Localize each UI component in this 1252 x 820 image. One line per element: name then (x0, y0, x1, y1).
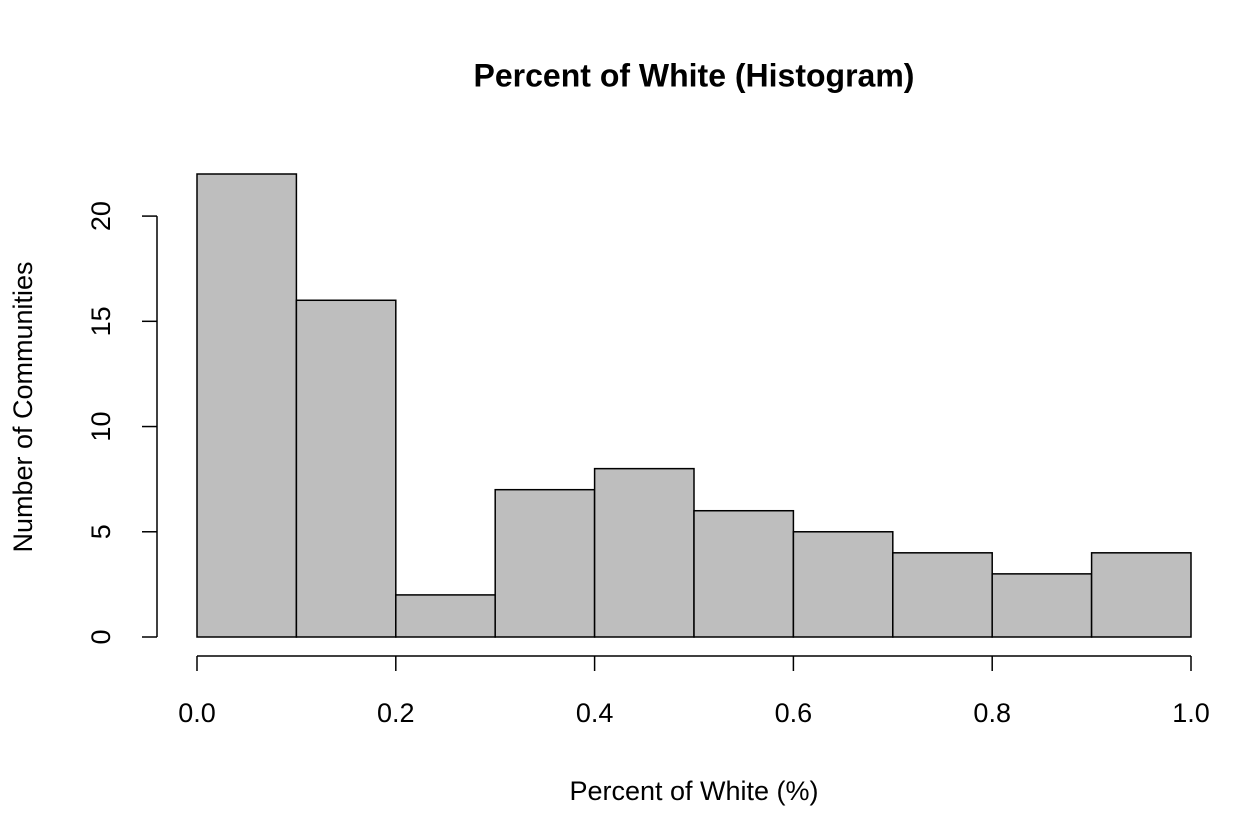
y-axis-label: Number of Communities (8, 261, 38, 552)
bar (792, 531, 894, 638)
x-tick-label: 0.6 (775, 698, 813, 728)
y-tick-label: 5 (86, 524, 116, 539)
chart-title: Percent of White (Histogram) (474, 57, 915, 93)
bar (494, 488, 596, 638)
bar (991, 573, 1093, 638)
y-tick-label: 0 (86, 629, 116, 644)
y-tick-label: 20 (86, 201, 116, 231)
bar (295, 299, 397, 638)
x-tick-label: 0.8 (973, 698, 1011, 728)
bar (593, 467, 695, 638)
x-axis-label: Percent of White (%) (569, 776, 818, 806)
bar (196, 173, 298, 638)
x-tick-label: 0.0 (178, 698, 216, 728)
x-tick-label: 0.4 (576, 698, 614, 728)
bar (693, 509, 795, 638)
bar (892, 552, 993, 638)
bar (395, 594, 496, 638)
y-tick-label: 15 (86, 306, 116, 336)
x-tick-label: 0.2 (377, 698, 415, 728)
x-tick-label: 1.0 (1172, 698, 1210, 728)
y-tick-label: 10 (86, 412, 116, 442)
bar (1090, 552, 1192, 638)
